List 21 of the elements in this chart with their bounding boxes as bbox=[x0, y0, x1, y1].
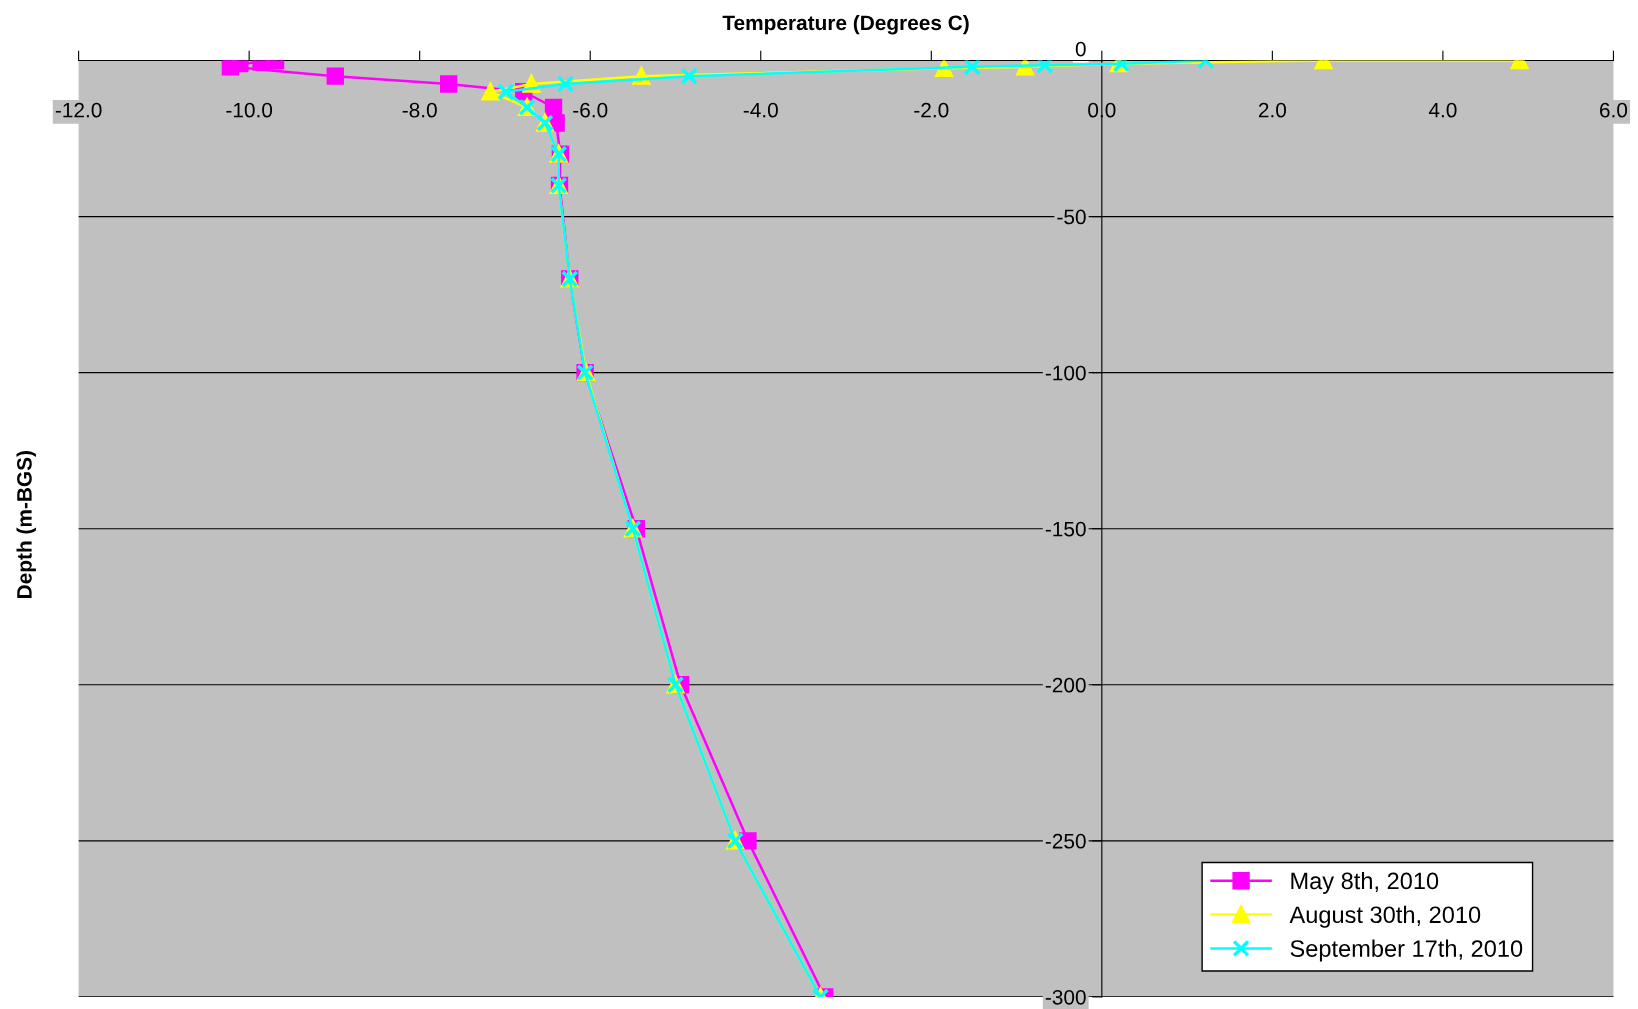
y-tick-label: -50 bbox=[1057, 209, 1086, 225]
x-tick-label: 2.0 bbox=[1258, 102, 1287, 118]
y-tick-label: 0 bbox=[1075, 41, 1086, 57]
legend-label: August 30th, 2010 bbox=[1289, 905, 1481, 928]
y-tick-label: -250 bbox=[1045, 833, 1086, 849]
x-tick-label: -8.0 bbox=[402, 102, 437, 118]
y-tick-label: -200 bbox=[1045, 677, 1086, 693]
legend-label: September 17th, 2010 bbox=[1290, 939, 1523, 962]
x-tick-label: -12.0 bbox=[55, 102, 102, 118]
x-axis-title: Temperature (Degrees C) bbox=[722, 14, 969, 35]
x-tick-label: -2.0 bbox=[914, 102, 949, 118]
legend-label: May 8th, 2010 bbox=[1291, 871, 1439, 894]
y-tick-label: -150 bbox=[1045, 521, 1086, 537]
x-tick-label: 4.0 bbox=[1428, 102, 1457, 118]
x-tick-label: 6.0 bbox=[1600, 102, 1628, 118]
y-tick-label: -100 bbox=[1045, 365, 1086, 381]
x-tick-label: -6.0 bbox=[573, 102, 608, 118]
x-tick-label: -10.0 bbox=[226, 102, 273, 118]
x-tick-label: -4.0 bbox=[743, 102, 778, 118]
y-tick-label: -300 bbox=[1045, 989, 1086, 1005]
y-axis-title: Depth (m-BGS) bbox=[16, 451, 36, 598]
